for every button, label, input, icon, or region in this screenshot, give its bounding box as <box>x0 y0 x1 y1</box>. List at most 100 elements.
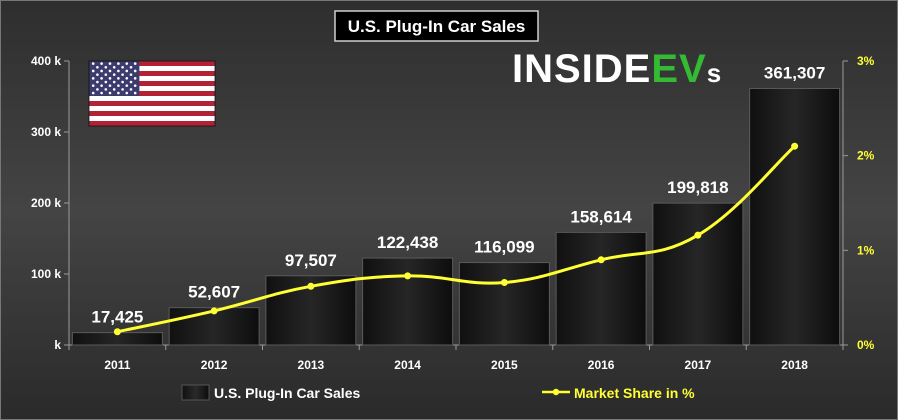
flag-star <box>129 88 133 91</box>
flag-stripe <box>89 71 215 77</box>
flag-star <box>96 73 99 76</box>
x-tick-label: 2016 <box>588 358 615 372</box>
market-share-point <box>210 307 218 315</box>
flag-star <box>112 80 116 84</box>
flag-star <box>117 69 120 73</box>
flag-star <box>125 91 129 95</box>
market-share-point <box>307 282 315 290</box>
flag-border <box>88 60 216 127</box>
bar-data-label: 116,099 <box>474 238 535 257</box>
y-left-tick-label: 200 k <box>31 196 61 210</box>
flag-star <box>108 77 112 80</box>
y-right-tick-label: 1% <box>857 243 875 257</box>
legend: U.S. Plug-In Car Sales Market Share in % <box>181 384 695 401</box>
flag-star <box>91 84 95 87</box>
bar <box>362 257 454 346</box>
flag-stripe <box>89 61 215 67</box>
flag-star <box>91 77 95 80</box>
flag-star <box>125 77 129 80</box>
flag-star <box>91 62 95 65</box>
market-share-point <box>404 272 412 280</box>
flag-stripe <box>89 86 215 92</box>
flag-stripe <box>89 111 215 117</box>
logo-part-3: s <box>707 58 722 88</box>
flag-star <box>117 77 120 80</box>
flag-star <box>91 69 95 73</box>
y-left-tick-label: 400 k <box>31 54 61 68</box>
market-share-point <box>113 328 121 336</box>
flag-star <box>121 73 124 76</box>
flag-star <box>104 88 108 91</box>
flag-star <box>125 84 129 87</box>
legend-label-sales: U.S. Plug-In Car Sales <box>214 385 360 401</box>
flag-star <box>108 91 112 95</box>
market-share-point <box>694 231 702 239</box>
flag-star <box>117 84 120 87</box>
flag-star <box>112 88 116 91</box>
flag-stripe <box>89 121 215 127</box>
flag-star <box>104 65 108 69</box>
title-frame <box>334 10 539 42</box>
x-tick-label: 2017 <box>685 358 712 372</box>
bar-data-label: 97,507 <box>285 251 337 270</box>
bar-data-label: 52,607 <box>188 283 240 302</box>
flag-star <box>112 73 116 76</box>
y-left-tick-label: 100 k <box>31 267 61 281</box>
y-axis-right: 0% 1% 2% 3% <box>843 54 875 352</box>
market-share-point <box>791 142 799 150</box>
y-left-tick-label: k <box>54 338 61 352</box>
bar <box>458 262 550 346</box>
flag-star <box>125 62 129 65</box>
x-tick-label: 2012 <box>201 358 228 372</box>
flag-stripe <box>89 91 215 97</box>
flag-star <box>100 62 103 65</box>
bar <box>555 231 647 346</box>
y-right-tick-label: 3% <box>857 54 875 68</box>
flag-star <box>125 69 129 73</box>
flag-star <box>96 88 99 91</box>
flag-star <box>133 91 137 95</box>
flag-star <box>133 69 137 73</box>
y-axis-left: k 100 k 200 k 300 k 400 k <box>31 54 69 352</box>
flag-star <box>96 65 99 69</box>
bar-data-label: 361,307 <box>764 63 825 82</box>
flag-star <box>117 62 120 65</box>
flag-stripe <box>89 81 215 87</box>
insideevs-logo: INSIDEEVs <box>512 47 722 91</box>
bar-data-label: 17,425 <box>91 308 143 327</box>
flag-stripe <box>89 76 215 82</box>
x-tick-label: 2013 <box>298 358 325 372</box>
flag-star <box>133 77 137 80</box>
market-share-series <box>113 142 799 336</box>
flag-star <box>108 84 112 87</box>
flag-stripe <box>89 106 215 112</box>
chart-title: U.S. Plug-In Car Sales <box>348 17 526 36</box>
flag-stripe <box>89 66 215 72</box>
flag-star <box>121 80 124 84</box>
bar <box>749 87 841 346</box>
flag-star <box>100 77 103 80</box>
x-tick-label: 2018 <box>781 358 808 372</box>
bar <box>652 202 744 346</box>
legend-line-marker <box>552 388 560 396</box>
bar-data-label: 158,614 <box>570 207 632 226</box>
flag-star <box>121 65 124 69</box>
flag-star <box>117 91 120 95</box>
data-labels: 17,425 52,607 97,507 122,438 116,099 158,614 1… <box>91 63 825 326</box>
market-share-point <box>500 279 508 287</box>
y-right-tick-label: 2% <box>857 149 875 163</box>
flag-stripe <box>89 96 215 102</box>
flag-star <box>91 91 95 95</box>
logo-part-2: EV <box>651 47 706 91</box>
flag-star <box>133 84 137 87</box>
flag-star <box>108 62 112 65</box>
market-share-point <box>597 256 605 264</box>
flag-star <box>121 88 124 91</box>
chart-title-box: U.S. Plug-In Car Sales <box>334 10 539 42</box>
flag-star <box>129 65 133 69</box>
flag-star <box>100 84 103 87</box>
y-right-tick-label: 0% <box>857 338 875 352</box>
y-left-tick-label: 300 k <box>31 125 61 139</box>
